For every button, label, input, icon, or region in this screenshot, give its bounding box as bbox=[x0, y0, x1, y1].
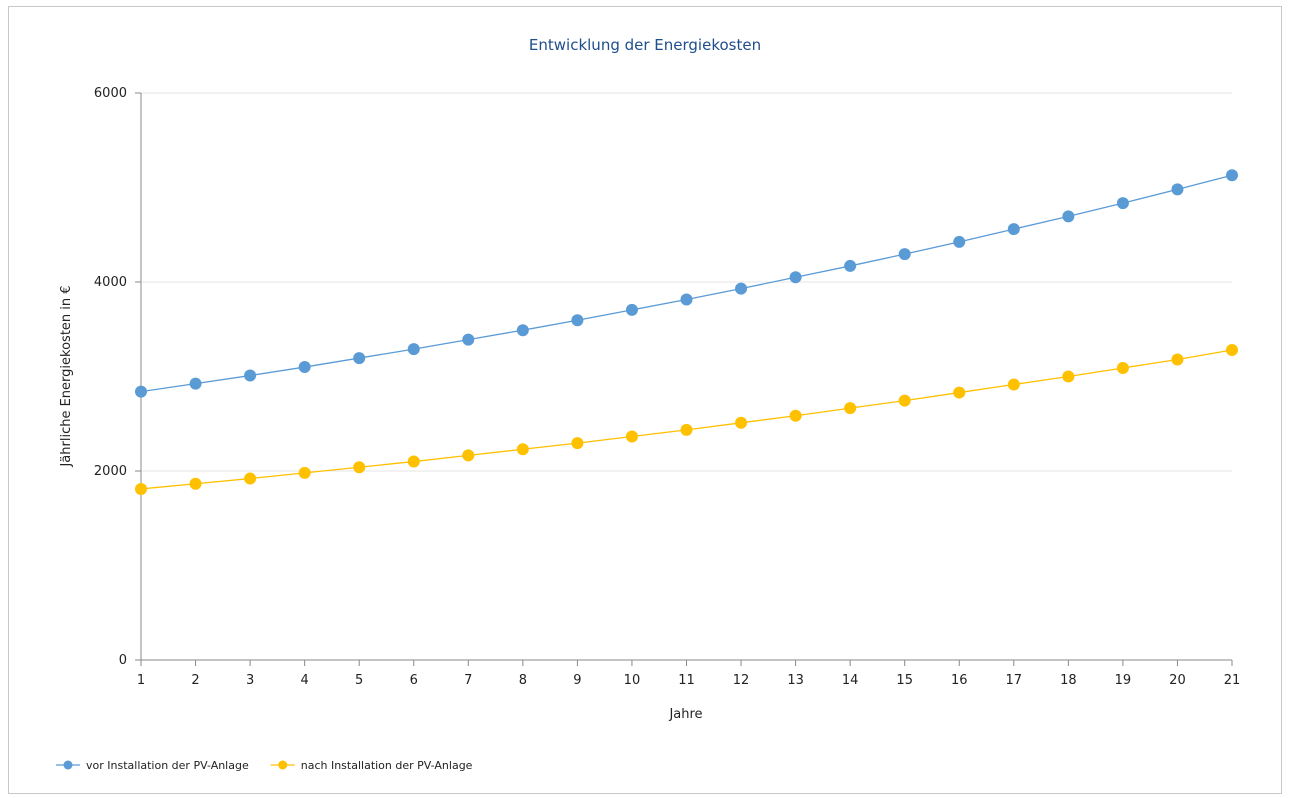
data-point[interactable] bbox=[189, 477, 202, 490]
x-tick-label: 13 bbox=[787, 673, 804, 688]
data-point[interactable] bbox=[353, 352, 366, 365]
data-point[interactable] bbox=[680, 293, 693, 306]
y-axis-title: Jährliche Energiekosten in € bbox=[59, 285, 74, 467]
x-tick-label: 2 bbox=[191, 673, 199, 688]
data-point[interactable] bbox=[1226, 169, 1238, 182]
data-point[interactable] bbox=[1007, 378, 1020, 391]
x-tick-label: 5 bbox=[355, 673, 363, 688]
data-point[interactable] bbox=[844, 402, 857, 415]
x-axis-title: Jahre bbox=[668, 707, 702, 722]
x-tick-label: 8 bbox=[519, 673, 527, 688]
x-tick-label: 17 bbox=[1006, 673, 1023, 688]
data-point[interactable] bbox=[407, 455, 420, 468]
data-point[interactable] bbox=[953, 386, 966, 399]
series-2 bbox=[135, 344, 1238, 495]
x-tick-label: 11 bbox=[678, 673, 695, 688]
data-point[interactable] bbox=[353, 461, 366, 474]
data-point[interactable] bbox=[1116, 361, 1129, 374]
data-point[interactable] bbox=[625, 303, 638, 316]
y-tick-label: 2000 bbox=[94, 464, 127, 479]
x-axis-ticks: 1 2 3 4 5 6 7 8 9 10 11 12 13 14 15 16 17 18 19 20 21 bbox=[137, 660, 1240, 688]
data-point[interactable] bbox=[789, 409, 802, 422]
series-line bbox=[140, 174, 1233, 393]
data-point[interactable] bbox=[1007, 223, 1020, 236]
x-tick-label: 1 bbox=[137, 673, 145, 688]
legend[interactable]: vor Installation der PV-Anlage nach Insta… bbox=[56, 759, 473, 772]
data-point[interactable] bbox=[1062, 370, 1075, 383]
legend-marker bbox=[63, 760, 73, 770]
x-tick-label: 7 bbox=[464, 673, 472, 688]
legend-item-2[interactable]: nach Installation der PV-Anlage bbox=[270, 759, 473, 772]
x-tick-label: 9 bbox=[573, 673, 581, 688]
data-point[interactable] bbox=[1062, 210, 1075, 223]
y-tick-label: 0 bbox=[119, 653, 127, 668]
x-tick-label: 18 bbox=[1060, 673, 1077, 688]
data-point[interactable] bbox=[789, 271, 802, 284]
data-point[interactable] bbox=[680, 423, 693, 436]
x-tick-label: 15 bbox=[896, 673, 913, 688]
data-point[interactable] bbox=[571, 314, 584, 327]
x-tick-label: 6 bbox=[410, 673, 418, 688]
legend-item-1[interactable]: vor Installation der PV-Anlage bbox=[56, 759, 249, 772]
data-point[interactable] bbox=[407, 343, 420, 356]
data-point[interactable] bbox=[1116, 197, 1129, 210]
data-point[interactable] bbox=[1171, 183, 1184, 196]
data-point[interactable] bbox=[516, 324, 529, 337]
x-tick-label: 14 bbox=[842, 673, 859, 688]
x-tick-label: 20 bbox=[1169, 673, 1186, 688]
data-point[interactable] bbox=[189, 377, 202, 390]
data-point[interactable] bbox=[244, 369, 257, 382]
x-tick-label: 12 bbox=[733, 673, 750, 688]
data-point[interactable] bbox=[135, 385, 147, 398]
data-point[interactable] bbox=[135, 482, 147, 495]
legend-label: vor Installation der PV-Anlage bbox=[86, 759, 249, 772]
x-tick-label: 21 bbox=[1224, 673, 1241, 688]
x-tick-label: 4 bbox=[301, 673, 309, 688]
data-point[interactable] bbox=[462, 333, 475, 346]
y-tick-label: 6000 bbox=[94, 86, 127, 101]
legend-marker bbox=[278, 760, 288, 770]
data-point[interactable] bbox=[953, 235, 966, 248]
gridlines bbox=[141, 92, 1232, 472]
data-point[interactable] bbox=[571, 437, 584, 450]
series-1 bbox=[135, 169, 1238, 398]
series-layer bbox=[135, 169, 1238, 495]
y-axis-ticks: 0 2000 4000 6000 bbox=[94, 86, 141, 668]
data-point[interactable] bbox=[735, 416, 748, 429]
data-point[interactable] bbox=[1171, 353, 1184, 366]
x-tick-label: 16 bbox=[951, 673, 968, 688]
chart-title: Entwicklung der Energiekosten bbox=[529, 36, 761, 54]
data-point[interactable] bbox=[844, 259, 857, 272]
data-point[interactable] bbox=[1226, 344, 1238, 357]
data-point[interactable] bbox=[244, 472, 257, 485]
x-tick-label: 10 bbox=[624, 673, 641, 688]
data-point[interactable] bbox=[898, 394, 911, 407]
chart-frame bbox=[8, 6, 1282, 794]
data-point[interactable] bbox=[625, 430, 638, 443]
data-point[interactable] bbox=[462, 449, 475, 462]
x-tick-label: 19 bbox=[1115, 673, 1132, 688]
y-tick-label: 4000 bbox=[94, 275, 127, 290]
data-point[interactable] bbox=[298, 466, 311, 479]
data-point[interactable] bbox=[516, 443, 529, 456]
x-tick-label: 3 bbox=[246, 673, 254, 688]
legend-label: nach Installation der PV-Anlage bbox=[301, 759, 473, 772]
data-point[interactable] bbox=[898, 248, 911, 261]
data-point[interactable] bbox=[735, 282, 748, 295]
data-point[interactable] bbox=[298, 361, 311, 374]
